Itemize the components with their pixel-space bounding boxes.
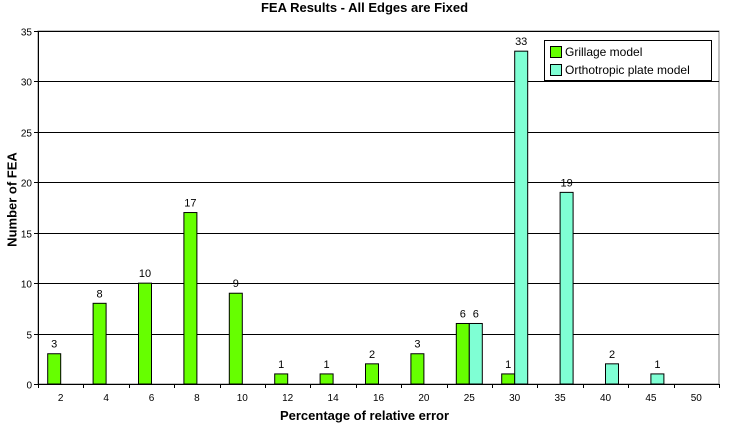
y-tick-label: 0 [26,381,32,392]
legend-label-grillage: Grillage model [565,45,643,59]
data-label: 1 [654,359,660,371]
bar-orthotropic [650,373,665,385]
data-label: 2 [369,349,375,361]
x-tick-label: 12 [282,393,294,404]
x-tick-label: 25 [464,393,476,404]
data-label: 1 [324,359,330,371]
data-label: 1 [505,359,511,371]
data-label: 1 [278,359,284,371]
bar-orthotropic [605,363,619,385]
x-tick-label: 30 [509,393,521,404]
bar-grillage [92,302,107,385]
bar-orthotropic [468,322,483,385]
x-tick-label: 4 [103,393,109,404]
data-label: 19 [560,177,572,189]
bar-grillage [455,322,470,385]
legend: Grillage model Orthotropic plate model [544,40,712,81]
x-tick-label: 2 [58,393,64,404]
y-tick-label: 30 [21,78,33,89]
bar-grillage [183,212,198,385]
bar-grillage [138,282,152,385]
y-tick-label: 5 [26,331,32,342]
data-label: 3 [51,339,57,351]
bars [47,50,665,385]
bar-grillage [410,353,425,385]
data-label: 2 [609,349,615,361]
legend-label-orthotropic: Orthotropic plate model [565,63,690,77]
data-label: 17 [184,198,196,210]
bar-grillage [501,373,516,385]
y-tick-label: 10 [21,280,33,291]
data-labels: 3 8 10 17 9 1 1 2 3 6 1 6 33 19 2 1 [51,36,660,371]
x-tick-label: 16 [373,393,385,404]
legend-swatch-orthotropic [550,64,562,76]
data-label: 6 [473,308,479,320]
bar-orthotropic [514,50,529,385]
x-tick-label: 6 [149,393,155,404]
legend-item-grillage: Grillage model [550,44,642,60]
data-label: 8 [97,288,103,300]
chart-title: FEA Results - All Edges are Fixed [260,0,469,15]
y-tick-label: 15 [21,230,33,241]
x-tick-label: 20 [418,393,430,404]
bar-grillage [365,363,379,385]
bar-grillage [319,373,334,385]
legend-item-orthotropic: Orthotropic plate model [550,62,690,78]
x-tick-label: 50 [691,393,703,404]
data-label: 9 [233,278,239,290]
bar-grillage [274,373,289,385]
x-tick-label: 45 [645,393,657,404]
x-axis-label: Percentage of relative error [279,408,450,423]
y-tick-label: 35 [21,28,33,39]
x-tick-label: 10 [237,393,249,404]
y-tick-label: 25 [21,129,33,140]
data-label: 33 [515,36,527,48]
data-label: 3 [414,339,420,351]
bar-orthotropic [559,191,574,385]
bar-grillage [228,292,243,385]
x-tick-label: 14 [328,393,340,404]
x-tick-label: 40 [600,393,612,404]
bar-grillage [47,353,62,385]
data-label: 10 [139,268,151,280]
legend-swatch-grillage [550,46,562,58]
x-tick-label: 35 [555,393,567,404]
y-tick-label: 20 [21,179,33,190]
x-tick-label: 8 [194,393,200,404]
data-label: 6 [460,308,466,320]
